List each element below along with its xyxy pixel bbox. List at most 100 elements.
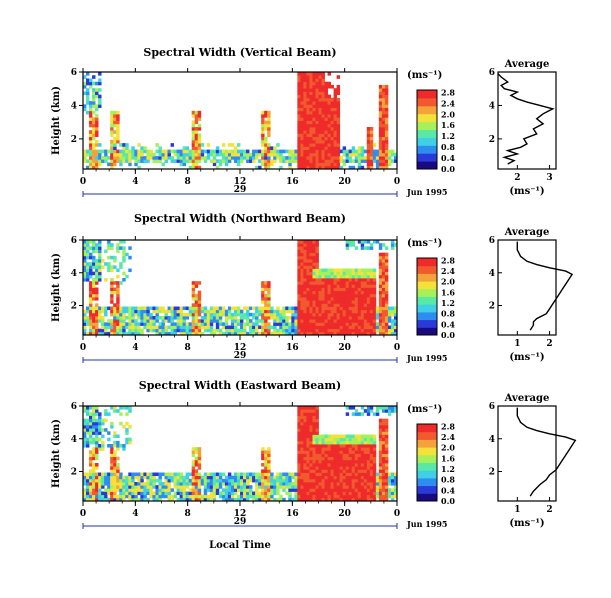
- heatmap-cell: [384, 136, 389, 141]
- heatmap-cell: [300, 120, 304, 125]
- date-label: 29: [234, 351, 247, 361]
- heatmap-cell: [393, 488, 398, 492]
- heatmap-cell: [261, 450, 265, 454]
- heatmap-cell: [209, 325, 214, 330]
- heatmap-cell: [137, 482, 141, 486]
- heatmap-cell: [333, 152, 338, 157]
- heatmap-cell: [360, 290, 365, 295]
- heatmap-cell: [372, 240, 377, 244]
- heatmap-cell: [318, 287, 322, 292]
- heatmap-cell: [113, 456, 117, 461]
- heatmap-cell: [363, 494, 368, 499]
- heatmap-cell: [267, 485, 271, 489]
- heatmap-cell: [255, 319, 259, 323]
- heatmap-cell: [318, 478, 322, 483]
- heatmap-cell: [264, 485, 268, 489]
- heatmap-cell: [233, 309, 238, 314]
- heatmap-cell: [264, 312, 268, 317]
- heatmap-cell: [243, 325, 247, 330]
- heatmap-cell: [381, 312, 386, 317]
- heatmap-cell: [191, 126, 196, 131]
- heatmap-cell: [155, 478, 159, 483]
- heatmap-cell: [273, 485, 277, 489]
- heatmap-cell: [173, 159, 177, 163]
- heatmap-cell: [158, 159, 162, 163]
- heatmap-cell: [294, 472, 298, 477]
- heatmap-cell: [221, 488, 226, 492]
- heatmap-cell: [131, 149, 135, 154]
- heatmap-cell: [122, 331, 126, 336]
- heatmap-cell: [197, 156, 202, 160]
- heatmap-cell: [206, 494, 211, 499]
- heatmap-cell: [158, 475, 162, 480]
- heatmap-cell: [119, 162, 123, 167]
- heatmap-cell: [378, 126, 383, 131]
- heatmap-cell: [113, 312, 117, 317]
- heatmap-cell: [291, 472, 295, 477]
- heatmap-cell: [113, 325, 117, 330]
- heatmap-cell: [158, 325, 162, 330]
- heatmap-cell: [369, 246, 374, 250]
- heatmap-cell: [351, 287, 356, 292]
- heatmap-cell: [390, 322, 395, 326]
- heatmap-cell: [255, 156, 259, 160]
- heatmap-cell: [203, 319, 208, 323]
- heatmap-cell: [140, 494, 144, 499]
- heatmap-cell: [327, 81, 331, 86]
- heatmap-cell: [330, 463, 334, 467]
- heatmap-cell: [357, 475, 362, 480]
- heatmap-cell: [276, 485, 280, 489]
- heatmap-cell: [264, 303, 268, 307]
- heatmap-cell: [125, 316, 129, 320]
- heatmap-cell: [357, 491, 362, 496]
- heatmap-cell: [89, 412, 93, 416]
- heatmap-cell: [143, 156, 147, 160]
- heatmap-cell: [95, 482, 99, 486]
- heatmap-cell: [378, 274, 383, 279]
- heatmap-cell: [230, 497, 235, 502]
- heatmap-cell: [279, 159, 283, 163]
- heatmap-cell: [218, 475, 223, 480]
- heatmap-cell: [252, 328, 256, 333]
- heatmap-cell: [188, 328, 193, 333]
- heatmap-cell: [372, 463, 377, 467]
- heatmap-cell: [333, 146, 338, 150]
- heatmap-cell: [110, 306, 114, 311]
- heatmap-cell: [360, 497, 365, 502]
- heatmap-cell: [348, 243, 353, 247]
- heatmap-cell: [273, 319, 277, 323]
- heatmap-cell: [339, 284, 344, 288]
- heatmap-cell: [321, 444, 325, 448]
- heatmap-cell: [333, 459, 338, 464]
- heatmap-cell: [137, 478, 141, 483]
- heatmap-cell: [366, 459, 371, 464]
- heatmap-cell: [158, 497, 162, 502]
- heatmap-cell: [101, 265, 105, 269]
- colorbar-segment: [417, 447, 437, 450]
- heatmap-cell: [191, 491, 196, 496]
- heatmap-cell: [321, 139, 325, 144]
- heatmap-cell: [152, 497, 156, 502]
- heatmap-cell: [306, 117, 310, 121]
- heatmap-cell: [297, 488, 301, 492]
- heatmap-cell: [336, 114, 341, 118]
- heatmap-cell: [312, 278, 316, 282]
- heatmap-cell: [351, 328, 356, 333]
- heatmap-cell: [255, 322, 259, 326]
- heatmap-cell: [89, 421, 93, 426]
- heatmap-cell: [300, 152, 304, 157]
- heatmap-cell: [354, 319, 359, 323]
- heatmap-cell: [384, 94, 389, 99]
- heatmap-cell: [191, 293, 196, 298]
- heatmap-cell: [122, 146, 126, 150]
- heatmap-cell: [339, 300, 344, 304]
- heatmap-cell: [134, 475, 138, 480]
- heatmap-cell: [384, 485, 389, 489]
- heatmap-cell: [261, 114, 265, 118]
- heatmap-cell: [354, 463, 359, 467]
- heatmap-cell: [345, 297, 350, 301]
- heatmap-cell: [312, 78, 316, 83]
- heatmap-cell: [218, 316, 223, 320]
- heatmap-cell: [330, 453, 334, 458]
- heatmap-cell: [107, 412, 111, 416]
